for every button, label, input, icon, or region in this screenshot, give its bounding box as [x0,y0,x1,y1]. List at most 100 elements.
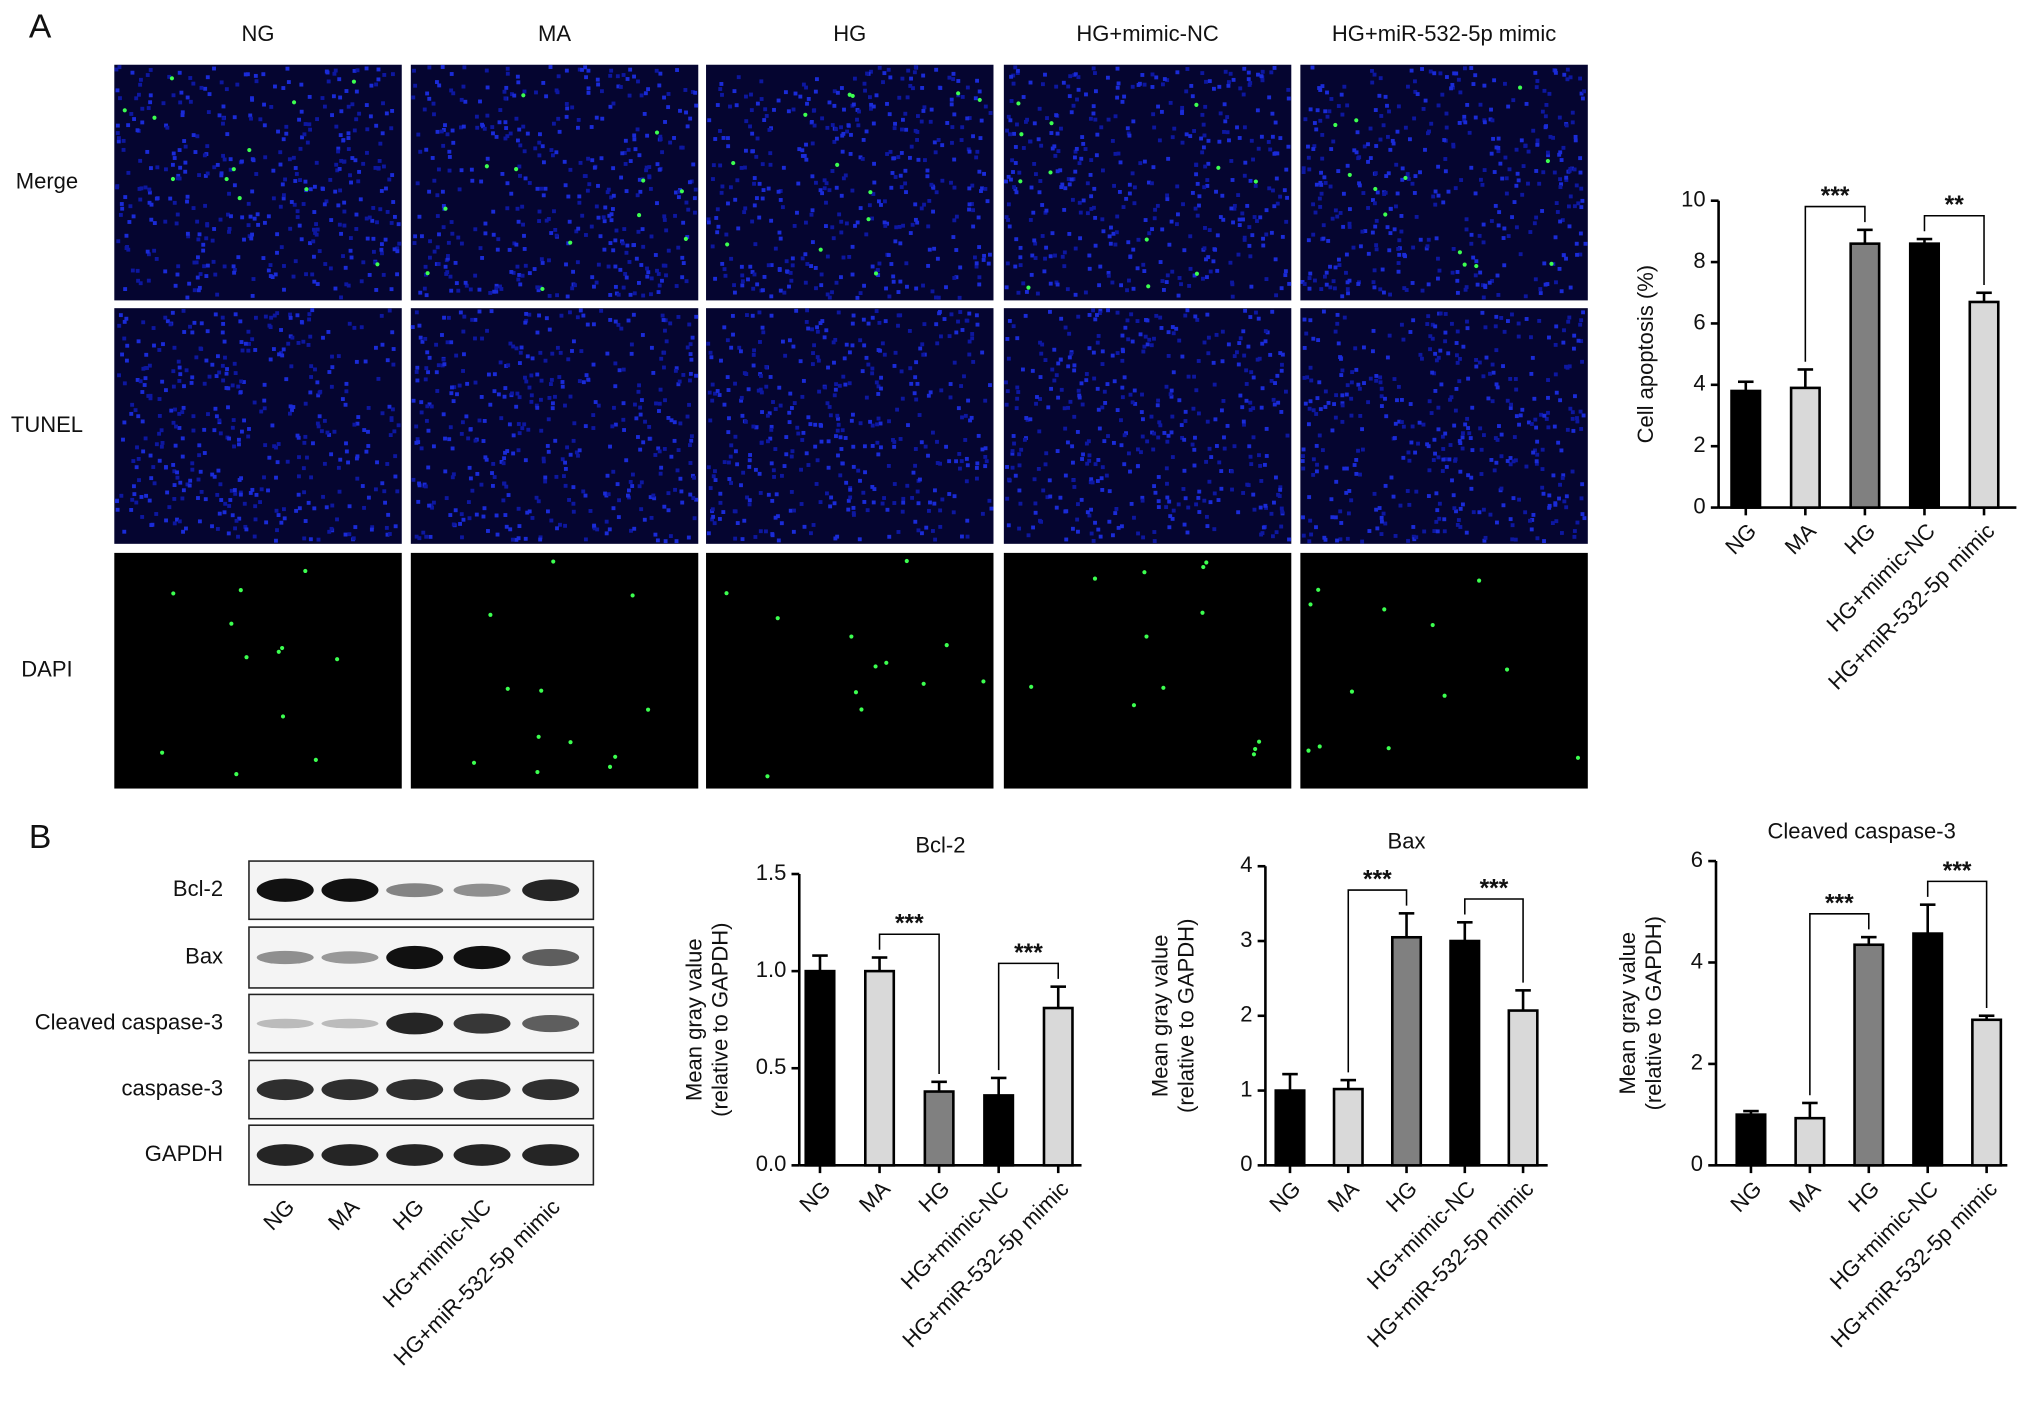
apoptotic-cell [335,657,340,662]
nucleus [157,397,162,401]
nucleus [262,406,267,411]
nucleus [1421,422,1426,427]
nucleus [1344,392,1349,397]
nucleus [639,507,644,512]
nucleus [1483,535,1488,540]
nucleus [1045,495,1050,500]
nucleus [1181,487,1186,491]
nucleus [494,283,499,288]
nucleus [757,215,762,220]
nucleus [746,277,750,282]
nucleus [632,133,637,138]
nucleus [607,527,612,532]
nucleus [1100,465,1105,470]
nucleus [693,90,698,95]
nucleus [975,78,979,83]
nucleus [663,318,668,323]
nucleus [191,206,196,211]
nucleus [449,340,454,345]
nucleus [866,362,871,367]
nucleus [1035,395,1039,399]
panel-label: B [29,819,51,856]
nucleus [316,537,321,542]
nucleus [1126,337,1131,342]
image-background [1003,552,1292,789]
nucleus [172,200,177,205]
nucleus [171,384,176,389]
nucleus [623,138,628,143]
nucleus [870,423,875,428]
nucleus [1473,273,1478,278]
nucleus [480,336,484,341]
nucleus [896,323,900,328]
nucleus [188,99,193,104]
nucleus [592,165,597,170]
nucleus [1558,150,1563,155]
image-background [1300,552,1588,789]
micrograph [410,552,699,789]
nucleus [788,391,793,396]
nucleus [933,488,937,493]
nucleus [643,91,648,96]
nucleus [1484,355,1489,360]
nucleus [427,503,432,508]
apoptotic-cell [1382,607,1387,612]
nucleus [726,430,731,435]
nucleus [749,92,753,97]
nucleus [1053,253,1057,258]
nucleus [1518,252,1523,257]
nucleus [522,247,527,251]
nucleus [1193,206,1198,211]
nucleus [626,493,630,498]
nucleus [1004,402,1009,407]
nucleus [1358,472,1362,477]
nucleus [952,218,957,223]
nucleus [336,149,341,154]
nucleus [1317,86,1322,90]
nucleus [1333,265,1338,270]
nucleus [1311,457,1316,462]
nucleus [1578,409,1583,414]
nucleus [382,489,387,494]
nucleus [427,355,432,360]
nucleus [1446,189,1451,194]
nucleus [396,222,401,227]
nucleus [181,488,186,493]
nucleus [857,537,862,542]
nucleus [273,272,278,277]
nucleus [827,295,832,300]
nucleus [230,425,235,430]
nucleus [1214,444,1219,448]
nucleus [1238,86,1243,91]
nucleus [1335,214,1340,219]
nucleus [1354,457,1359,462]
nucleus [281,193,286,198]
nucleus [516,536,521,541]
nucleus [223,355,227,360]
nucleus [177,148,182,153]
nucleus [414,370,419,374]
nucleus [1351,245,1356,250]
nucleus [726,136,730,141]
nucleus [231,418,236,422]
nucleus [1317,380,1322,385]
nucleus [1544,102,1549,107]
nucleus [1374,378,1379,383]
nucleus [623,162,628,166]
nucleus [522,149,527,154]
apoptotic-cell [170,176,176,182]
nucleus [312,210,317,214]
nucleus [1121,205,1126,210]
nucleus [505,66,510,71]
nucleus [1488,512,1493,517]
nucleus [778,288,783,293]
nucleus [274,508,279,513]
nucleus [677,379,682,384]
nucleus [1506,234,1511,238]
nucleus [609,68,614,73]
nucleus [1400,177,1405,182]
nucleus [1575,520,1580,525]
nucleus [543,358,548,363]
nucleus [180,410,185,415]
nucleus [661,318,666,322]
